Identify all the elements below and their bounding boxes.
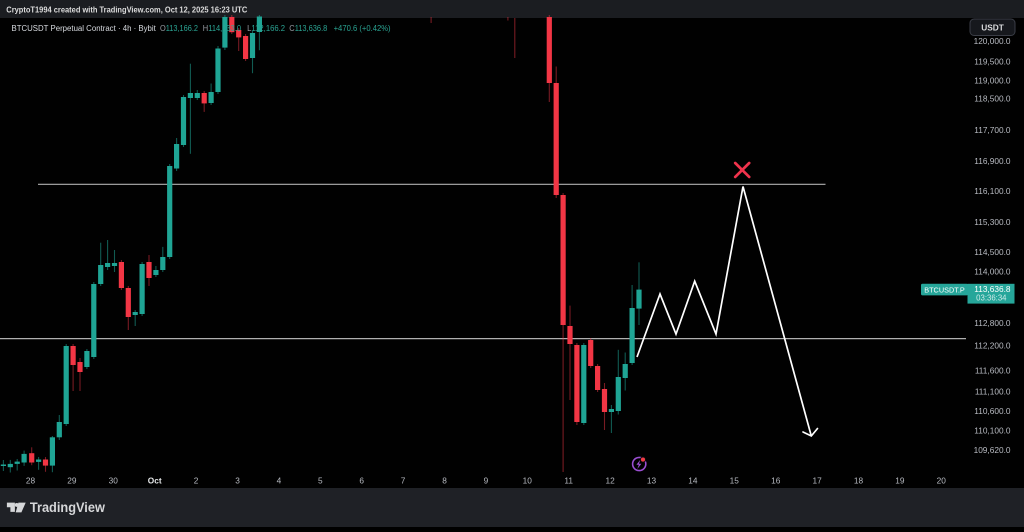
svg-text:111,100.0: 111,100.0 [975,386,1011,396]
svg-text:Oct: Oct [148,476,162,486]
svg-text:11: 11 [564,476,573,486]
svg-text:H114,133.0: H114,133.0 [203,24,242,33]
svg-text:L112,166.2: L112,166.2 [247,24,285,33]
svg-text:112,200.0: 112,200.0 [974,340,1011,350]
svg-text:8: 8 [442,476,447,486]
svg-text:+470.6 (+0.42%): +470.6 (+0.42%) [334,24,391,33]
svg-text:10: 10 [523,476,533,486]
svg-text:4: 4 [277,476,282,486]
svg-text:113,636.8: 113,636.8 [974,284,1011,294]
svg-text:19: 19 [895,476,905,486]
svg-text:120,000.0: 120,000.0 [974,36,1011,46]
svg-text:3: 3 [235,476,240,486]
svg-text:119,500.0: 119,500.0 [974,57,1011,67]
svg-text:BTCUSDT Perpetual Contract · 4: BTCUSDT Perpetual Contract · 4h · Bybit [12,24,157,33]
svg-text:110,100.0: 110,100.0 [974,426,1011,436]
svg-text:USDT: USDT [981,23,1004,33]
svg-text:119,000.0: 119,000.0 [974,75,1011,85]
svg-text:9: 9 [484,476,489,486]
svg-text:O113,166.2: O113,166.2 [160,24,198,33]
svg-text:15: 15 [730,476,740,486]
svg-text:109,620.0: 109,620.0 [974,445,1011,455]
svg-text:03:36:34: 03:36:34 [976,294,1007,303]
svg-text:14: 14 [688,476,698,486]
svg-text:114,500.0: 114,500.0 [974,247,1011,257]
svg-text:5: 5 [318,476,323,486]
svg-text:115,300.0: 115,300.0 [974,217,1011,227]
svg-text:TradingView: TradingView [30,500,105,515]
svg-text:18: 18 [854,476,864,486]
svg-text:29: 29 [67,476,77,486]
svg-text:BTCUSDT.P: BTCUSDT.P [924,286,965,295]
svg-text:28: 28 [26,476,36,486]
svg-text:114,000.0: 114,000.0 [974,266,1011,276]
svg-text:110,600.0: 110,600.0 [974,406,1011,416]
svg-text:7: 7 [401,476,406,486]
svg-text:30: 30 [109,476,119,486]
svg-text:117,700.0: 117,700.0 [974,125,1011,135]
svg-text:118,500.0: 118,500.0 [974,93,1011,103]
svg-text:2: 2 [194,476,199,486]
svg-text:116,100.0: 116,100.0 [974,186,1011,196]
svg-text:16: 16 [771,476,781,486]
svg-text:112,800.0: 112,800.0 [974,318,1011,328]
svg-text:17: 17 [812,476,822,486]
svg-text:111,600.0: 111,600.0 [975,366,1011,376]
svg-text:13: 13 [647,476,657,486]
svg-text:116,900.0: 116,900.0 [974,156,1011,166]
svg-text:CryptoT1994 created with Tradi: CryptoT1994 created with TradingView.com… [6,4,247,14]
svg-text:12: 12 [605,476,615,486]
svg-text:20: 20 [937,476,947,486]
svg-text:6: 6 [359,476,364,486]
svg-text:C113,636.8: C113,636.8 [289,24,327,33]
